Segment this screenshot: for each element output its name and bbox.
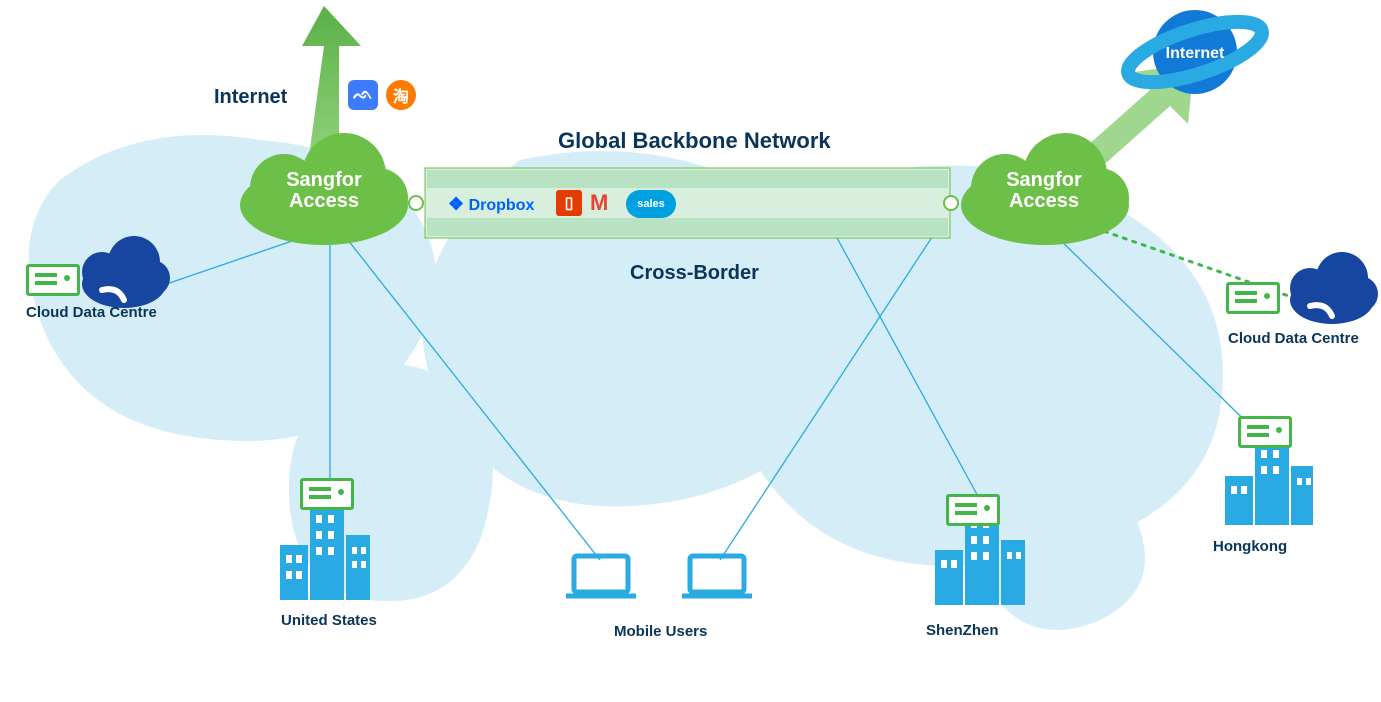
app-icon-meet: ᨒ [348, 80, 378, 110]
cdc-left-label: Cloud Data Centre [26, 304, 157, 321]
router-icon [26, 264, 80, 296]
router-icon [300, 478, 354, 510]
diagram-canvas: Internet [0, 0, 1381, 702]
router-icon [1226, 282, 1280, 314]
site-icons [0, 0, 1381, 702]
app-dropbox: ❖ Dropbox [448, 194, 534, 215]
router-icon [946, 494, 1000, 526]
internet-left-label: Internet [214, 86, 287, 109]
mobile-users-label: Mobile Users [614, 623, 707, 640]
app-icon-taobao: 淘 [386, 80, 416, 110]
site-us-label: United States [281, 612, 377, 629]
cdc-right-label: Cloud Data Centre [1228, 330, 1359, 347]
app-salesforce-icon: sales [626, 190, 676, 218]
site-sz-label: ShenZhen [926, 622, 999, 639]
router-icon [1238, 416, 1292, 448]
app-gmail-icon: M [590, 190, 608, 216]
site-hk-label: Hongkong [1213, 538, 1287, 555]
crossborder-label: Cross-Border [630, 262, 759, 285]
app-office-icon: ▯ [556, 190, 582, 216]
backbone-title: Global Backbone Network [558, 128, 831, 154]
